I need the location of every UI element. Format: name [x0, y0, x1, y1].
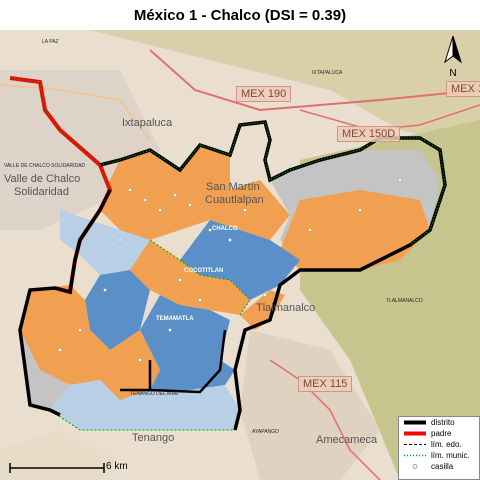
muni-label-ixtapaluca: IXTAPALUCA — [312, 70, 343, 76]
legend-row-casilla: casilla — [399, 461, 479, 472]
muni-label-la-paz: LA PAZ — [42, 39, 59, 45]
map-legend: distrito padre lím. edo. lím. munic. cas… — [398, 416, 480, 480]
highland-area — [90, 30, 480, 150]
place-amecameca: Amecameca — [316, 434, 378, 446]
place-san-martin: San Martín — [206, 181, 260, 193]
muni-label-tlalmanalco: TLALMANALCO — [386, 298, 423, 304]
section-blue-1 — [180, 220, 300, 300]
section-blue-3 — [140, 295, 230, 370]
casilla-marker — [78, 328, 82, 332]
section-orange-1 — [100, 145, 290, 240]
casilla-marker — [138, 358, 142, 362]
legend-row-padre: padre — [399, 428, 479, 439]
place-valle-de-chalco: Valle de Chalco — [4, 173, 81, 185]
casilla-marker — [243, 208, 247, 212]
casilla-marker — [168, 328, 172, 332]
muni-label-valle-de-chalco-solidaridad: VALLE DE CHALCO SOLIDARIDAD — [4, 163, 86, 169]
legend-row-lim-munic: lím. munic. — [399, 450, 479, 461]
section-lightblue-1 — [60, 210, 150, 275]
casilla-marker — [208, 228, 212, 232]
legend-row-lim-edo: lím. edo. — [399, 439, 479, 450]
legend-label: lím. edo. — [431, 440, 462, 449]
section-blue-2 — [85, 270, 150, 350]
map-title: México 1 - Chalco (DSI = 0.39) — [133, 6, 347, 24]
municipal-boundary-inner — [149, 239, 251, 316]
place-cuautlalpan: Cuautlalpan — [205, 194, 264, 206]
legend-label: lím. munic. — [431, 451, 470, 460]
casilla-marker — [198, 298, 202, 302]
scale-bar — [9, 463, 105, 473]
dashed-line-icon — [403, 440, 427, 449]
casilla-marker — [178, 278, 182, 282]
casilla-marker — [398, 178, 402, 182]
casilla-markers — [58, 178, 402, 362]
legend-row-distrito: distrito — [399, 417, 479, 428]
section-orange-3 — [130, 240, 250, 315]
legend-label: casilla — [431, 462, 454, 471]
casilla-marker — [173, 193, 177, 197]
casilla-marker — [143, 198, 147, 202]
section-orange-6 — [240, 290, 285, 330]
road-west — [0, 84, 151, 141]
casilla-marker — [188, 203, 192, 207]
road-label-mex-190: MEX 190 — [236, 86, 292, 102]
map-canvas[interactable] — [0, 30, 480, 480]
muni-label-cocotitlan: COCOTITLAN — [184, 268, 224, 274]
casilla-marker — [118, 238, 122, 242]
section-orange-2 — [280, 190, 430, 270]
place-tenango: Tenango — [132, 432, 175, 444]
legend-label: distrito — [431, 418, 455, 427]
casilla-marker — [58, 348, 62, 352]
north-arrow-icon: N — [444, 35, 462, 78]
place-tlalmanalco: Tlalmanalco — [256, 302, 316, 314]
north-arrow-label: N — [449, 68, 456, 78]
urban-area-south — [240, 330, 380, 480]
casilla-marker — [358, 208, 362, 212]
casilla-marker — [128, 188, 132, 192]
legend-label: padre — [431, 429, 452, 438]
casilla-marker — [158, 208, 162, 212]
road-label-mex-1: MEX 1 — [446, 81, 480, 97]
map-frame[interactable]: MEX 190 MEX 150D MEX 1 MEX 115 Ixtapaluc… — [0, 30, 480, 480]
casilla-marker — [308, 228, 312, 232]
scale-label: 6 km — [106, 461, 128, 472]
section-orange-5 — [100, 330, 160, 400]
road-mex-115 — [269, 359, 381, 480]
road-label-mex-150d: MEX 150D — [337, 126, 401, 142]
place-ixtapaluca: Ixtapaluca — [122, 117, 173, 129]
section-orange-4 — [20, 285, 110, 385]
road-label-mex-115: MEX 115 — [298, 376, 353, 392]
casilla-marker — [228, 238, 232, 242]
green-dotted-line-icon — [403, 451, 427, 460]
muni-label-temamatla: TEMAMATLA — [156, 316, 194, 322]
casilla-marker — [103, 288, 107, 292]
muni-label-chalco: CHALCO — [212, 226, 238, 232]
casilla-marker — [263, 293, 267, 297]
thick-red-line-icon — [403, 429, 427, 438]
muni-label-ayapango: AYAPANGO — [252, 429, 279, 435]
section-blue-4 — [150, 360, 235, 390]
section-grey-2 — [20, 330, 70, 410]
thick-black-line-icon — [403, 418, 427, 427]
circle-marker-icon — [403, 462, 427, 471]
district-boundary-west — [18, 189, 112, 417]
municipal-boundary-east — [99, 121, 446, 246]
district-boundary-inner — [120, 329, 227, 394]
road-mex-190 — [149, 49, 480, 112]
muni-label-tenango-del-aire: TENANGO DEL AIRE — [130, 391, 179, 397]
place-solidaridad: Solidaridad — [14, 186, 70, 198]
